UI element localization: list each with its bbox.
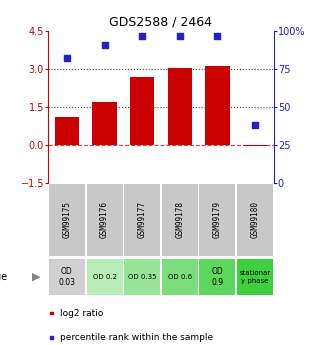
Bar bbox=[49, 259, 85, 295]
Text: GSM99177: GSM99177 bbox=[138, 201, 147, 238]
Text: OD
0.03: OD 0.03 bbox=[58, 267, 76, 287]
Text: log2 ratio: log2 ratio bbox=[60, 308, 103, 317]
Bar bbox=[92, 102, 117, 145]
Bar bbox=[49, 184, 85, 256]
Text: GSM99176: GSM99176 bbox=[100, 201, 109, 238]
Bar bbox=[124, 259, 160, 295]
Bar bbox=[199, 259, 235, 295]
Bar bbox=[86, 184, 123, 256]
Text: ▶: ▶ bbox=[31, 272, 40, 282]
Title: GDS2588 / 2464: GDS2588 / 2464 bbox=[109, 16, 212, 29]
Bar bbox=[237, 184, 273, 256]
Point bbox=[215, 33, 220, 38]
Text: GSM99180: GSM99180 bbox=[250, 201, 259, 238]
Text: GSM99175: GSM99175 bbox=[63, 201, 72, 238]
Text: percentile rank within the sample: percentile rank within the sample bbox=[60, 333, 213, 342]
Bar bbox=[162, 259, 198, 295]
Bar bbox=[237, 259, 273, 295]
Bar bbox=[205, 67, 230, 145]
Bar bbox=[50, 336, 53, 339]
Bar bbox=[199, 184, 235, 256]
Bar bbox=[124, 184, 160, 256]
Bar bbox=[55, 117, 79, 145]
Text: stationar
y phase: stationar y phase bbox=[239, 270, 271, 284]
Bar bbox=[50, 312, 53, 314]
Point bbox=[64, 56, 69, 61]
Text: GSM99178: GSM99178 bbox=[175, 201, 184, 238]
Point bbox=[140, 33, 145, 38]
Point bbox=[102, 42, 107, 48]
Text: GSM99179: GSM99179 bbox=[213, 201, 222, 238]
Bar bbox=[168, 68, 192, 145]
Bar bbox=[86, 259, 123, 295]
Point bbox=[177, 33, 182, 38]
Text: age: age bbox=[0, 272, 8, 282]
Text: OD 0.35: OD 0.35 bbox=[128, 274, 156, 280]
Bar bbox=[130, 77, 154, 145]
Bar bbox=[162, 184, 198, 256]
Text: OD 0.6: OD 0.6 bbox=[168, 274, 192, 280]
Bar bbox=[243, 145, 267, 146]
Point bbox=[253, 122, 258, 128]
Text: OD 0.2: OD 0.2 bbox=[93, 274, 117, 280]
Text: OD
0.9: OD 0.9 bbox=[211, 267, 223, 287]
